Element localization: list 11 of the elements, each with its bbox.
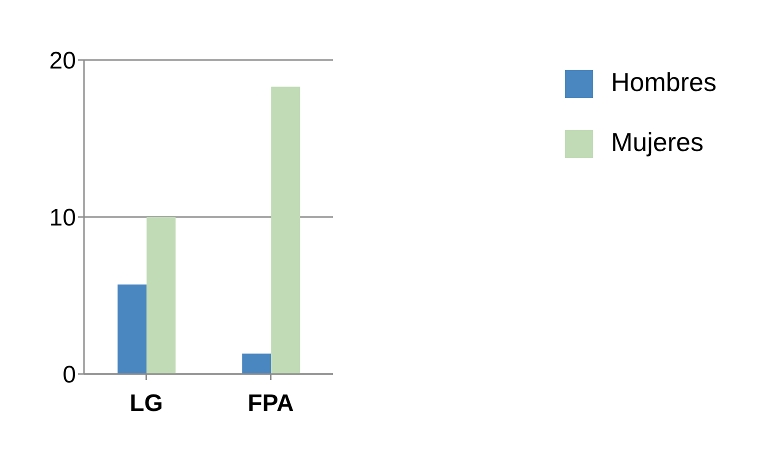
bar (271, 86, 300, 374)
legend-label: Hombres (611, 67, 716, 97)
legend-label: Mujeres (611, 127, 704, 157)
y-tick-label: 0 (62, 362, 76, 389)
bar (146, 217, 176, 374)
y-tick-label: 10 (49, 204, 76, 232)
bar (118, 284, 147, 374)
x-tick-label: FPA (248, 390, 294, 418)
y-tick-label: 20 (49, 48, 76, 75)
bar (242, 354, 272, 374)
x-tick-label: LG (130, 390, 163, 418)
